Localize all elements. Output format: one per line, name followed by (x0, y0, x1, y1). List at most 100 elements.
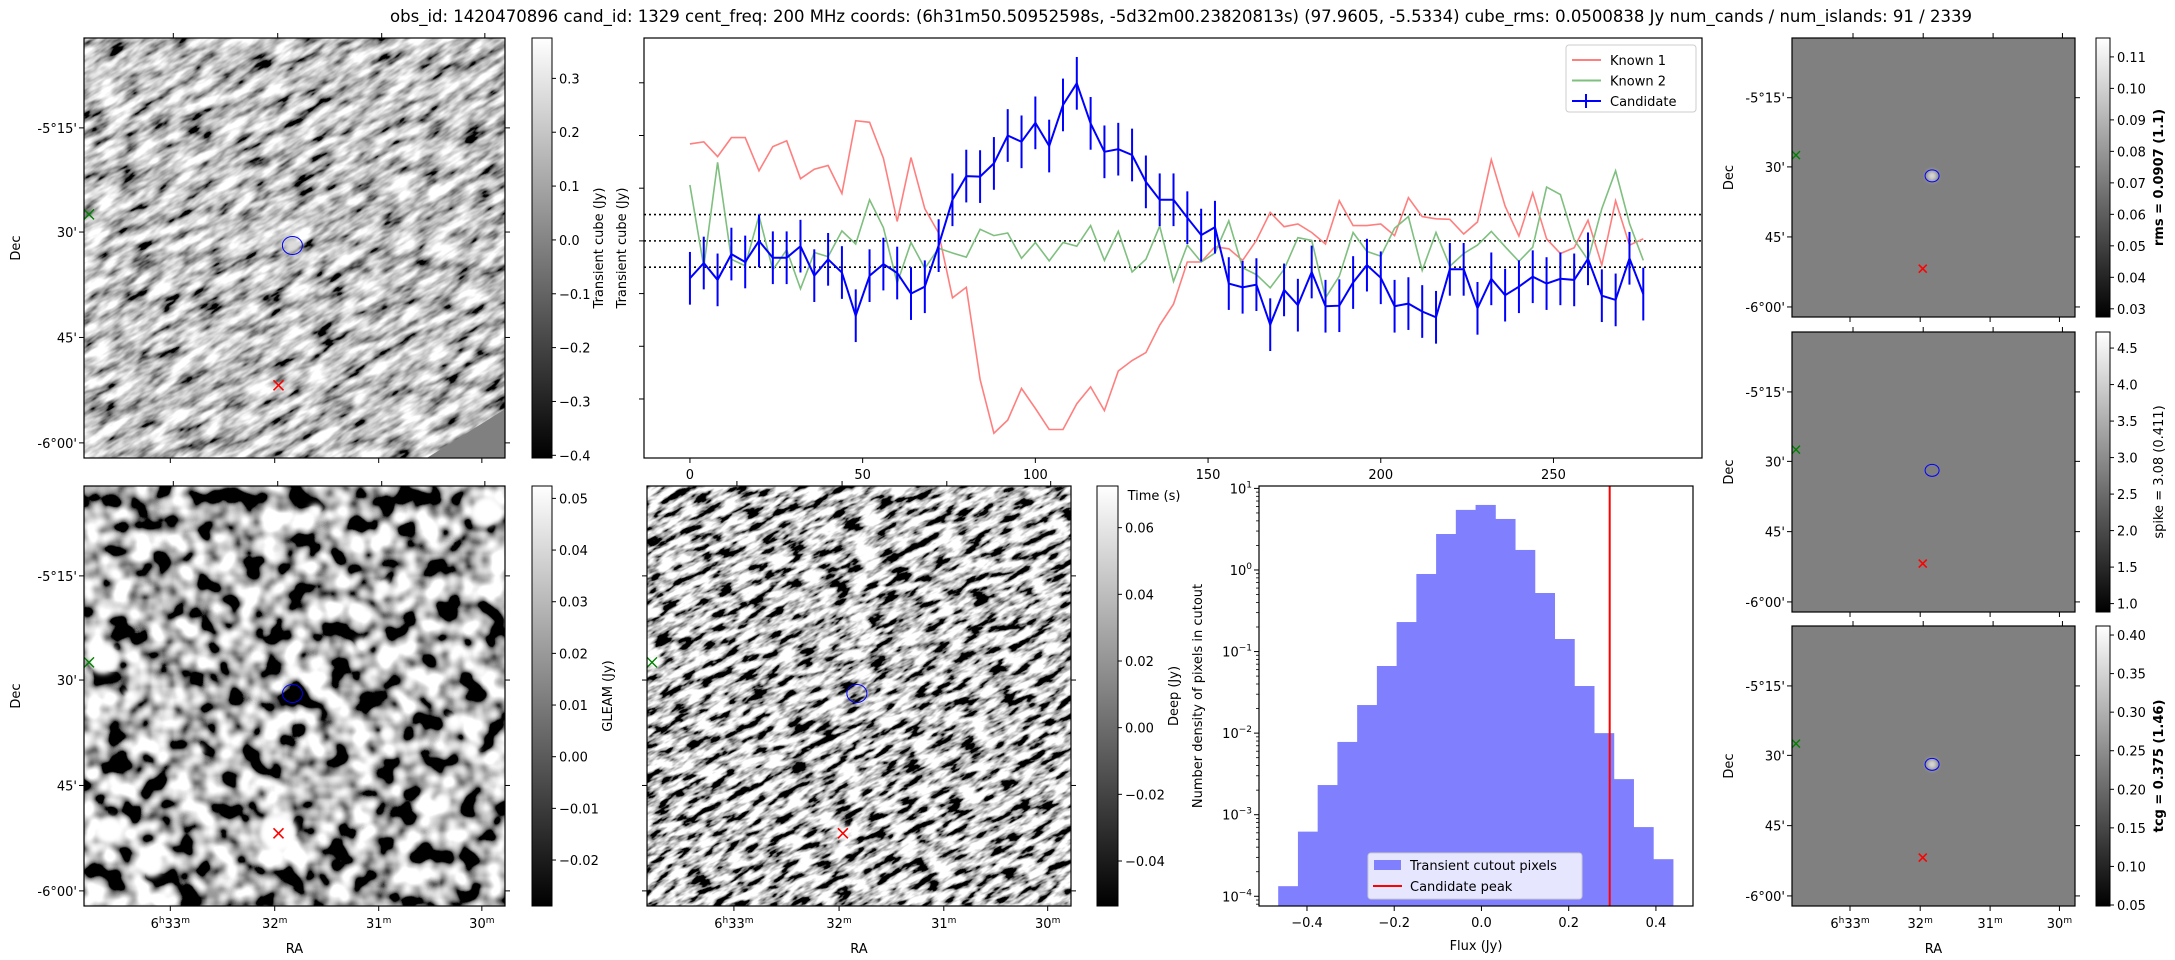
colorbar-tick-label: 0.20 (2117, 783, 2146, 798)
gleam-panel: -5°15' 30' 45' -6°00' 6h33m 32m 31m 30m Dec RA 0.0… (9, 481, 616, 957)
candidate-contour (281, 683, 303, 703)
tcg-colorbar: 0.40 0.35 0.30 0.25 0.20 0.15 0.10 0.05 tcg = 0.… (2095, 625, 2167, 914)
bright-source (471, 496, 502, 527)
x-tick-label: 200 (1368, 468, 1393, 483)
gleam-image (84, 486, 505, 906)
colorbar-gradient (2095, 625, 2111, 907)
candidate-contour (846, 683, 868, 703)
bright-source (288, 664, 301, 677)
candidate-source (1927, 170, 1938, 181)
histogram-bar (1416, 573, 1437, 906)
colorbar-tick-label: 0.04 (559, 544, 588, 559)
axes-frame (1791, 37, 2076, 318)
x-tick-label: 0.0 (1471, 916, 1492, 931)
dec-tick-label: -6°00' (37, 437, 77, 452)
known-source-1-marker-x-icon (272, 827, 285, 839)
histogram-bar (1653, 859, 1674, 906)
colorbar-tick-label: 0.00 (1125, 722, 1154, 737)
colorbar-tick-label: 4.0 (2117, 379, 2138, 394)
histogram-bar (1455, 509, 1477, 906)
colorbar-tick-label: 0.04 (2117, 271, 2146, 286)
y-tick-label: 10−4 (1222, 888, 1252, 905)
colorbar-tick-label: 0.05 (559, 492, 588, 507)
ra-axis-label: RA (1925, 942, 1943, 957)
histogram-bar (1534, 593, 1556, 906)
colorbar-tick-label: 2.5 (2117, 488, 2138, 503)
histogram-bar (1475, 504, 1496, 906)
known-2-line (689, 162, 1645, 300)
lightcurve-legend: Known 1 Known 2 Candidate (1565, 44, 1697, 113)
ra-tick-label: 32m (826, 916, 851, 932)
colorbar-tick-label: 0.06 (1125, 522, 1154, 537)
candidate-source (285, 238, 300, 253)
colorbar-label: Deep (Jy) (1167, 666, 1182, 726)
dec-tick-label: 30' (1765, 749, 1785, 764)
colorbar-tick-label: 0.40 (2117, 629, 2146, 644)
legend-box (1565, 44, 1697, 113)
colorbar-label: GLEAM (Jy) (601, 660, 616, 731)
colorbar-tick-label: 0.02 (559, 647, 588, 662)
y-tick-label: 10−2 (1222, 725, 1252, 742)
colorbar-tick-label: 4.5 (2117, 342, 2138, 357)
spike-colorbar: 4.5 4.0 3.5 3.0 2.5 2.0 1.5 1.0 spike = 3.08 (0.… (2095, 331, 2167, 613)
dec-tick-label: 45' (1765, 526, 1785, 541)
bright-source (308, 504, 323, 519)
ra-axis-label: RA (850, 942, 868, 957)
dec-axis-label: Dec (1722, 459, 1737, 484)
colorbar-tick-label: 0.04 (1125, 588, 1154, 603)
colorbar-tick-label: −0.4 (559, 449, 591, 464)
legend-swatch (1374, 860, 1401, 870)
flux-histogram: −0.4 −0.2 0.0 0.2 0.4 101 100 10−1 10−2 10−3 10−4 F… (1191, 480, 1694, 954)
colorbar-tick-label: 0.08 (2117, 145, 2146, 160)
colorbar-tick-label: 0.09 (2117, 114, 2146, 129)
bright-source (86, 642, 119, 675)
known-source-1-marker-x-icon (272, 379, 285, 391)
ra-tick-label: 31m (1977, 916, 2002, 932)
y-tick-label: 10−3 (1222, 807, 1252, 824)
colorbar-label: spike = 3.08 (0.411) (2152, 405, 2167, 538)
candidate-line (689, 81, 1645, 328)
dec-tick-label: -5°15' (1745, 386, 1785, 401)
spike-panel: -5°15' 30' 45' -6°00' Dec 4.5 4.0 3.5 3.0 2.5 2.0 1… (1722, 327, 2167, 617)
histogram-bar (1376, 666, 1398, 906)
histogram-bar (1554, 639, 1575, 906)
noise-texture (647, 486, 1071, 906)
ra-tick-label: 31m (931, 916, 956, 932)
colorbar-tick-label: 0.10 (2117, 860, 2146, 875)
dec-tick-label: 45' (1765, 820, 1785, 835)
histogram-bar (1495, 518, 1516, 906)
histogram-bar (1317, 785, 1338, 906)
dec-tick-label: 45' (57, 779, 77, 794)
y-axis-label: Number density of pixels in cutout (1191, 584, 1206, 808)
candidate-contour (1924, 757, 1940, 771)
y-tick-label: 100 (1230, 562, 1253, 579)
bright-source (648, 655, 663, 670)
known-source-2-marker-x-icon (1791, 739, 1801, 749)
candidate-contour (1924, 463, 1940, 477)
ra-tick-label: 6h33m (714, 916, 753, 932)
bright-source (123, 689, 138, 703)
colorbar-tick-label: −0.3 (559, 395, 591, 410)
axes-frame (1791, 331, 2076, 613)
candidate-series (688, 56, 1645, 352)
colorbar-tick-label: 3.0 (2117, 452, 2138, 467)
legend-label: Candidate (1610, 95, 1676, 110)
spike-image (1792, 332, 2075, 612)
colorbar-tick-label: 0.25 (2117, 745, 2146, 760)
rms-image (1792, 38, 2075, 317)
legend-label: Known 1 (1610, 54, 1666, 69)
known-2-series (689, 162, 1645, 300)
ra-tick-label: 32m (262, 916, 287, 932)
noise-texture (1792, 332, 2075, 612)
histogram-bar (1613, 779, 1634, 906)
bright-source (95, 816, 124, 845)
colorbar-tick-label: 3.5 (2117, 415, 2138, 430)
dec-tick-label: -5°15' (1745, 92, 1785, 107)
dec-axis-label: Dec (1722, 753, 1737, 778)
axes-frame (646, 485, 1072, 907)
colorbar-tick-label: 0.35 (2117, 668, 2146, 683)
colorbar-gradient (2095, 37, 2111, 318)
known-1-series (689, 119, 1644, 435)
colorbar-gradient (2095, 331, 2111, 613)
